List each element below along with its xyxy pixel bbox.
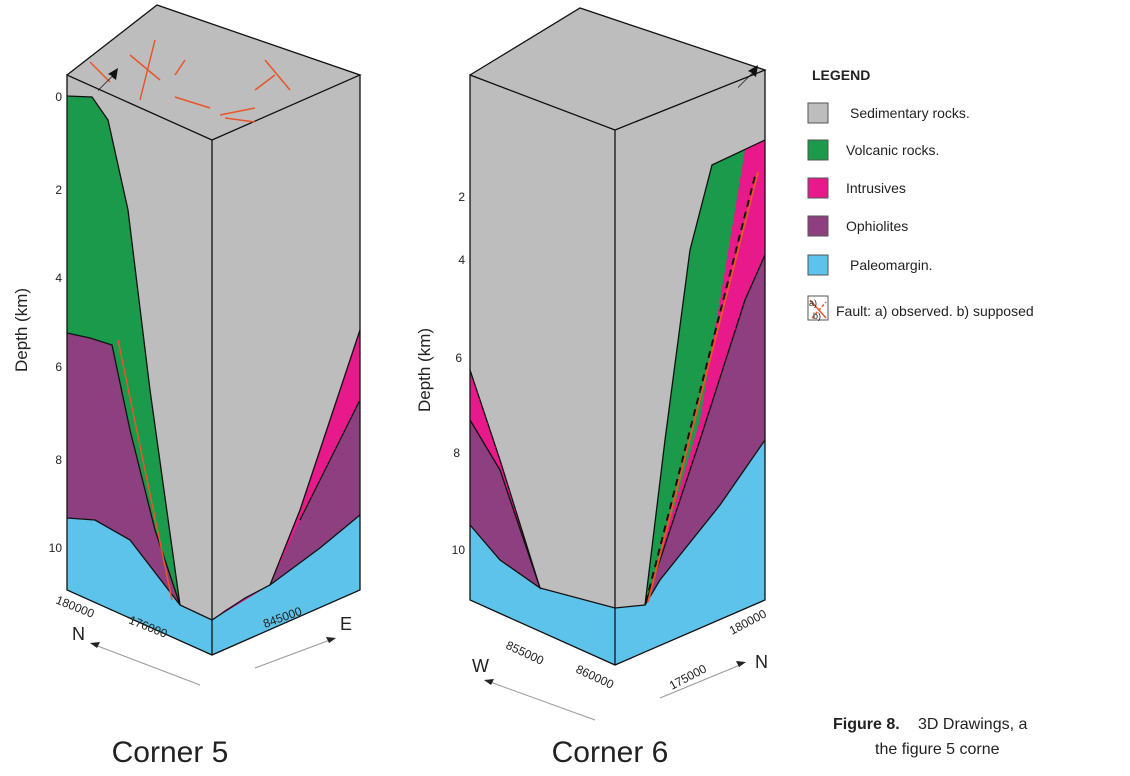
caption-text: the figure 5 corne bbox=[875, 741, 1000, 758]
depth-tick: 8 bbox=[55, 453, 62, 467]
block-title: Corner 5 bbox=[112, 736, 229, 769]
depth-tick: 2 bbox=[55, 183, 62, 197]
fault-mark: a) bbox=[809, 298, 817, 308]
block-title: Corner 6 bbox=[552, 736, 669, 769]
axis-label: Depth (km) bbox=[12, 288, 31, 372]
fault-mark: b) bbox=[813, 311, 821, 321]
legend-swatch bbox=[807, 254, 829, 276]
layer-boundary bbox=[299, 399, 361, 521]
direction-arrow bbox=[94, 644, 201, 686]
fault-observed bbox=[647, 171, 759, 603]
depth-tick: 2 bbox=[458, 190, 465, 204]
north-arrow bbox=[98, 68, 118, 91]
fault-line bbox=[117, 339, 173, 601]
fault-line bbox=[139, 39, 156, 101]
caption-text: 3D Drawings, a bbox=[918, 716, 1027, 733]
arrow-head bbox=[90, 642, 100, 648]
fault-supposed bbox=[645, 171, 757, 603]
arrow-head bbox=[326, 637, 336, 643]
fault-line bbox=[219, 107, 256, 116]
block-corner-5: 0 2 4 6 8 10 Depth (km) 180000 N 176000 … bbox=[12, 4, 362, 769]
legend-fault bbox=[811, 301, 827, 319]
legend-swatch bbox=[807, 215, 829, 237]
layer-boundary bbox=[66, 514, 361, 621]
top-face bbox=[67, 5, 360, 140]
depth-tick: 10 bbox=[49, 541, 63, 555]
direction-arrow bbox=[489, 681, 596, 721]
depth-tick: 6 bbox=[55, 360, 62, 374]
layer-boundary bbox=[469, 419, 766, 609]
legend-label: Fault: a) observed. b) supposed bbox=[836, 303, 1034, 319]
sedimentary-layer bbox=[67, 75, 212, 620]
block-corner-6: 2 4 6 8 10 Depth (km) W 855000 860000 17… bbox=[415, 7, 769, 769]
depth-tick: 8 bbox=[453, 446, 460, 460]
arrow-head bbox=[736, 661, 746, 667]
depth-tick: 0 bbox=[55, 90, 62, 104]
sedimentary-layer bbox=[615, 70, 765, 608]
legend: LEGEND a) b) Sedimentary rocks. Volcanic… bbox=[807, 67, 1034, 321]
legend-label: Ophiolites bbox=[846, 218, 908, 234]
arrow-head bbox=[484, 679, 494, 685]
fault-line bbox=[224, 117, 256, 123]
legend-swatch bbox=[807, 102, 829, 124]
legend-label: Intrusives bbox=[846, 180, 906, 196]
block-edge bbox=[469, 7, 767, 666]
legend-title: LEGEND bbox=[812, 67, 870, 83]
direction-label: W bbox=[472, 656, 489, 676]
fault-line bbox=[89, 61, 111, 83]
block-edge bbox=[66, 4, 362, 656]
legend-swatch bbox=[807, 177, 829, 199]
north-arrow bbox=[738, 65, 758, 88]
legend-label: Sedimentary rocks. bbox=[850, 105, 970, 121]
legend-label: Volcanic rocks. bbox=[846, 142, 939, 158]
caption: Figure 8. 3D Drawings, a the figure 5 co… bbox=[833, 716, 1027, 758]
legend-swatch bbox=[807, 139, 829, 161]
fault-line bbox=[174, 96, 211, 109]
legend-fault bbox=[809, 299, 827, 319]
depth-tick: 4 bbox=[458, 253, 465, 267]
direction-label: N bbox=[755, 652, 768, 672]
sedimentary-layer bbox=[470, 75, 615, 608]
legend-label: Paleomargin. bbox=[850, 257, 933, 273]
layer-boundary bbox=[644, 139, 766, 606]
fault-line bbox=[174, 59, 186, 76]
direction-arrow bbox=[254, 639, 331, 669]
axis-label: Depth (km) bbox=[415, 328, 434, 412]
fault-line bbox=[129, 54, 161, 81]
direction-label: N bbox=[72, 624, 85, 644]
depth-tick: 4 bbox=[55, 271, 62, 285]
depth-tick: 6 bbox=[455, 351, 462, 365]
depth-tick: 10 bbox=[452, 543, 466, 557]
caption-label: Figure 8. bbox=[833, 716, 900, 733]
coordinate-label: 175000 bbox=[667, 661, 709, 692]
surface-faults bbox=[89, 39, 291, 123]
coordinate-label: 855000 bbox=[504, 638, 547, 668]
coordinate-label: 860000 bbox=[574, 662, 617, 692]
direction-arrow bbox=[659, 664, 741, 699]
direction-label: E bbox=[340, 614, 352, 634]
fault-line bbox=[254, 74, 276, 91]
layer-boundary bbox=[269, 329, 361, 586]
fault-line bbox=[264, 59, 291, 91]
sedimentary-layer bbox=[212, 75, 360, 620]
